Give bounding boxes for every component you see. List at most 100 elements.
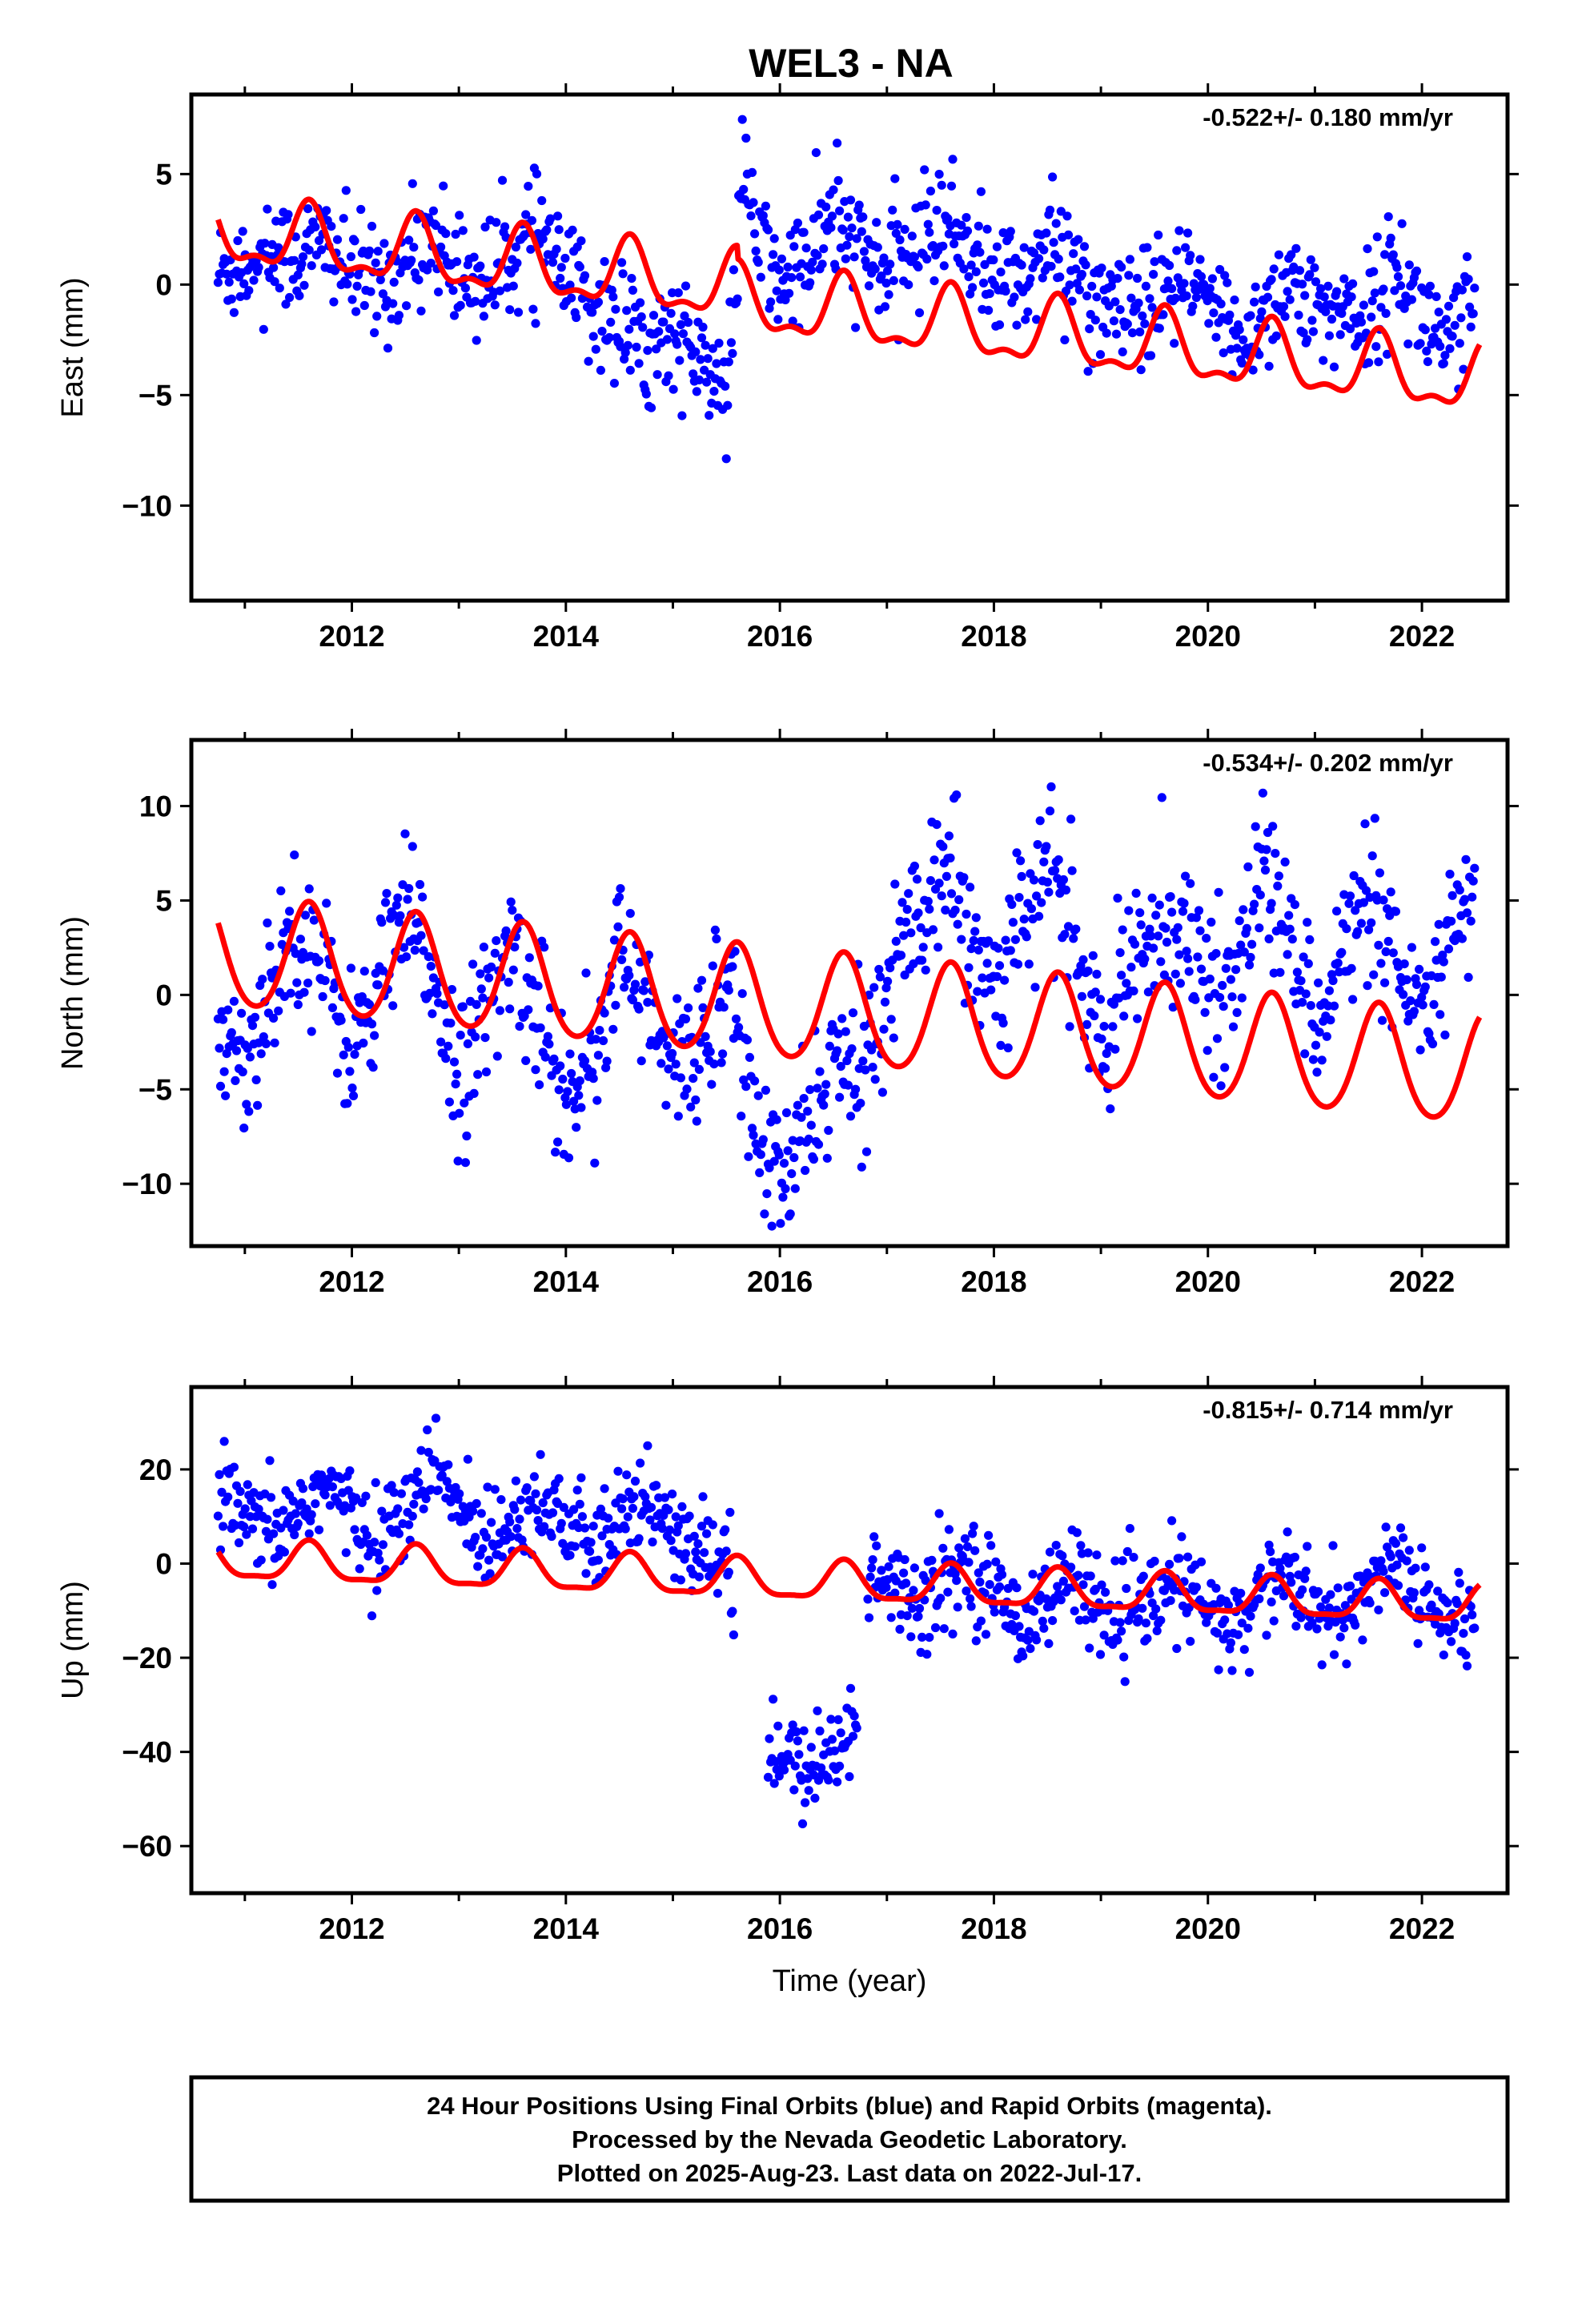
east-data-point — [684, 317, 693, 328]
north-data-point — [1167, 907, 1177, 917]
north-data-point — [1399, 990, 1408, 999]
east-data-point — [383, 344, 393, 353]
north-data-point — [1344, 899, 1354, 908]
up-data-point — [1039, 1623, 1049, 1633]
up-data-point — [484, 1555, 494, 1565]
up-data-point — [622, 1470, 632, 1480]
east-data-point — [638, 323, 648, 332]
east-data-point — [1135, 327, 1145, 337]
north-data-point — [399, 943, 409, 952]
up-data-point — [247, 1524, 258, 1534]
north-data-point — [925, 904, 934, 914]
east-data-point — [1102, 328, 1111, 338]
north-data-point — [693, 983, 703, 993]
up-data-point — [1026, 1644, 1035, 1654]
north-data-point — [804, 1134, 813, 1144]
up-data-point — [307, 1510, 316, 1519]
up-x-tick-label: 2012 — [319, 1912, 384, 1945]
north-data-point — [265, 942, 275, 951]
up-data-point — [971, 1636, 981, 1646]
north-data-point — [492, 1051, 502, 1061]
east-data-point — [1462, 252, 1472, 262]
east-data-point — [269, 263, 279, 272]
up-data-point — [223, 1492, 233, 1502]
north-data-point — [1149, 943, 1158, 953]
up-data-point — [1184, 1602, 1194, 1613]
up-data-point — [412, 1467, 423, 1477]
north-data-point — [473, 1070, 483, 1080]
east-data-point — [938, 241, 948, 251]
up-data-point — [1066, 1562, 1076, 1572]
east-data-point — [813, 251, 822, 260]
east-data-point — [1142, 243, 1152, 252]
east-data-point — [213, 278, 223, 287]
up-data-point — [962, 1586, 971, 1596]
east-data-point — [1307, 316, 1317, 325]
north-data-point — [1263, 827, 1273, 838]
up-data-point — [1142, 1634, 1152, 1643]
up-data-point — [1340, 1601, 1350, 1610]
east-data-point — [322, 206, 331, 215]
east-data-point — [1425, 281, 1435, 291]
north-data-point — [783, 1146, 793, 1156]
east-data-point — [1111, 329, 1122, 339]
north-data-point — [841, 1027, 850, 1036]
north-data-point — [1284, 911, 1294, 920]
up-data-point — [556, 1518, 566, 1528]
up-data-point — [1029, 1606, 1039, 1616]
north-x-tick-label: 2018 — [961, 1265, 1026, 1298]
north-data-point — [689, 1058, 699, 1068]
east-data-point — [881, 278, 891, 288]
east-data-point — [648, 311, 659, 320]
north-data-point — [425, 988, 435, 998]
north-data-point — [1161, 923, 1170, 933]
up-data-point — [826, 1715, 836, 1724]
up-data-point — [565, 1550, 575, 1560]
north-data-point — [1435, 1010, 1445, 1019]
north-data-point — [1124, 906, 1134, 915]
east-data-point — [1300, 291, 1310, 300]
east-data-point — [841, 254, 850, 263]
up-data-point — [1220, 1615, 1230, 1625]
north-data-point — [1415, 964, 1424, 974]
east-data-point — [575, 262, 584, 271]
north-data-point — [581, 968, 591, 978]
east-data-point — [1305, 270, 1315, 279]
north-data-point — [592, 1096, 602, 1105]
east-data-point — [1021, 315, 1030, 324]
east-data-point — [893, 219, 902, 229]
north-data-point — [833, 1046, 842, 1055]
up-data-point — [430, 1456, 440, 1466]
east-data-point — [772, 286, 781, 296]
up-data-point — [845, 1771, 854, 1782]
east-data-point — [1303, 335, 1312, 344]
up-data-point — [219, 1522, 228, 1531]
north-data-point — [1099, 1022, 1109, 1031]
north-data-point — [1246, 952, 1255, 963]
east-data-point — [851, 323, 861, 332]
east-data-point — [1464, 275, 1473, 284]
up-data-point — [1279, 1591, 1289, 1601]
north-data-point — [543, 1031, 553, 1041]
north-data-point — [1194, 906, 1204, 915]
north-y-tick-label: −5 — [139, 1073, 172, 1106]
east-data-point — [733, 294, 742, 304]
east-data-point — [962, 213, 971, 223]
up-data-point — [351, 1493, 361, 1503]
north-data-point — [580, 1056, 590, 1066]
north-data-point — [868, 1063, 877, 1072]
north-data-point — [825, 1041, 834, 1051]
north-data-point — [1136, 920, 1146, 930]
up-y-tick-label: −60 — [122, 1830, 172, 1863]
east-data-point — [298, 252, 308, 262]
up-data-point — [409, 1499, 419, 1509]
north-data-point — [797, 1112, 806, 1122]
up-data-point — [215, 1470, 224, 1479]
north-data-point — [572, 1123, 581, 1132]
north-data-point — [793, 1100, 803, 1110]
north-data-point — [426, 962, 436, 971]
north-data-point — [508, 906, 517, 915]
north-data-point — [1375, 868, 1384, 878]
north-data-point — [1239, 947, 1249, 957]
north-data-point — [1182, 947, 1191, 956]
